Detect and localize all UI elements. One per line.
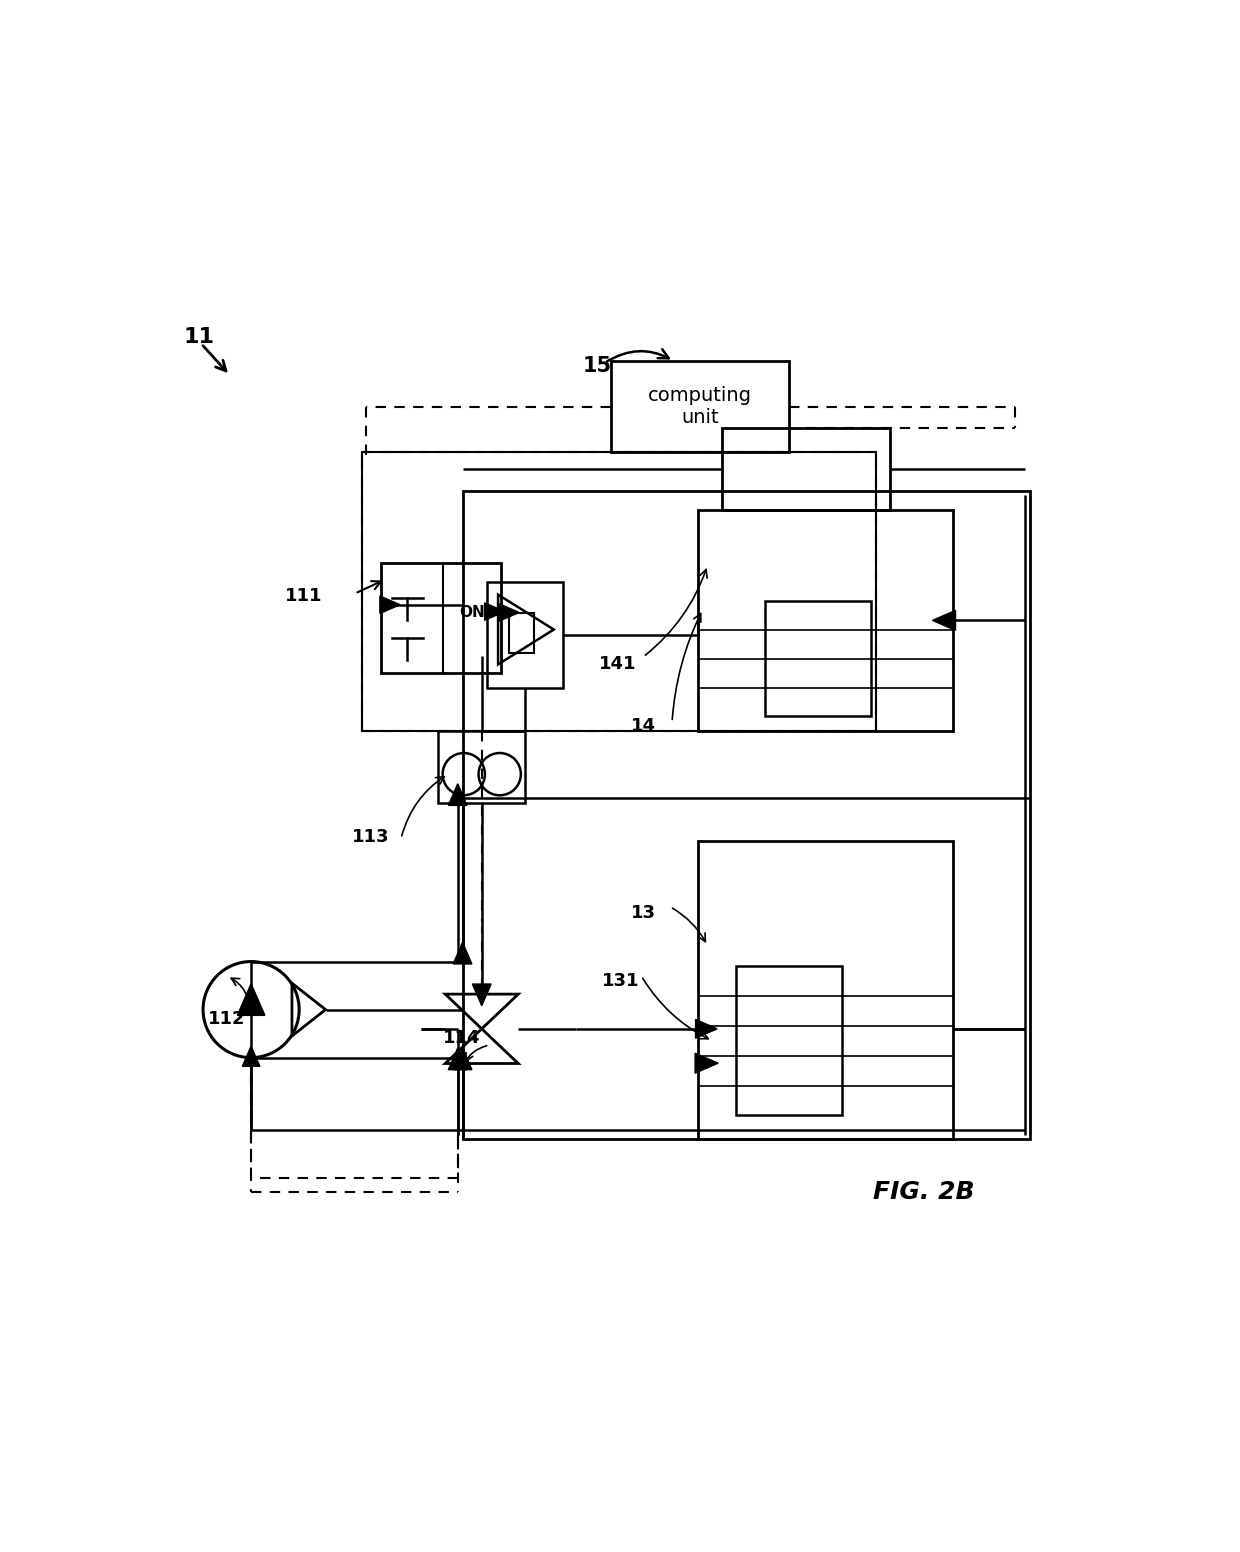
Text: 114: 114	[444, 1029, 481, 1048]
Bar	[611, 362, 789, 452]
Polygon shape	[472, 984, 491, 1006]
Bar	[381, 563, 501, 674]
Polygon shape	[242, 1046, 260, 1066]
Polygon shape	[696, 1054, 718, 1072]
Bar	[463, 490, 1029, 1139]
Text: 11: 11	[184, 327, 215, 348]
Polygon shape	[379, 596, 401, 613]
Bar	[698, 511, 952, 731]
Text: 141: 141	[599, 655, 636, 672]
Bar	[362, 452, 875, 731]
Text: 15: 15	[583, 355, 611, 376]
Bar	[486, 582, 563, 688]
Text: 131: 131	[601, 972, 640, 990]
Polygon shape	[445, 995, 518, 1029]
Bar	[737, 967, 842, 1116]
Polygon shape	[453, 1048, 472, 1069]
Polygon shape	[932, 610, 956, 630]
Bar	[765, 601, 870, 717]
Bar	[439, 731, 525, 802]
Polygon shape	[453, 942, 472, 964]
Bar	[698, 841, 952, 1139]
Polygon shape	[449, 784, 467, 805]
Polygon shape	[445, 1029, 518, 1063]
Text: 112: 112	[208, 1010, 246, 1029]
Text: 14: 14	[631, 717, 656, 736]
Polygon shape	[696, 1020, 717, 1038]
Polygon shape	[498, 604, 520, 621]
Text: 13: 13	[631, 905, 656, 922]
Text: 111: 111	[285, 587, 322, 605]
Polygon shape	[449, 1048, 467, 1069]
Text: 113: 113	[352, 827, 389, 846]
Bar	[508, 613, 533, 653]
Polygon shape	[237, 984, 265, 1015]
Text: ON: ON	[459, 605, 485, 619]
Bar	[722, 428, 890, 511]
Text: computing
unit: computing unit	[649, 386, 753, 427]
Polygon shape	[485, 602, 505, 621]
Text: FIG. 2B: FIG. 2B	[873, 1180, 975, 1204]
